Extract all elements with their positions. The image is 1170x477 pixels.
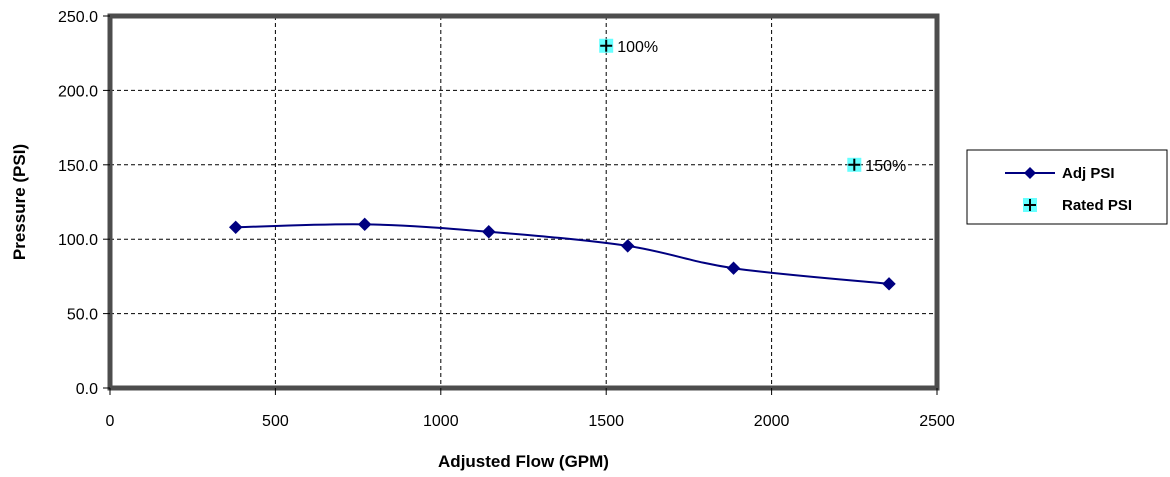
x-tick-label: 0 <box>106 413 115 430</box>
plot-frame <box>107 13 940 391</box>
x-tick-label: 2000 <box>754 413 790 430</box>
y-tick-label: 50.0 <box>67 307 98 324</box>
data-label-rated-psi: 100% <box>617 39 658 56</box>
x-axis-title: Adjusted Flow (GPM) <box>438 452 609 471</box>
data-point-adj-psi <box>726 261 741 275</box>
x-tick-label: 2500 <box>919 413 955 430</box>
y-axis-ticks: 0.0 50.0 100.0 150.0 200.0 250.0 <box>58 9 110 398</box>
legend: Adj PSI Rated PSI <box>966 149 1168 225</box>
data-label-rated-psi: 150% <box>865 158 906 175</box>
data-point-adj-psi <box>620 239 635 253</box>
legend-swatch-adj-psi-marker <box>1024 167 1036 179</box>
data-point-rated-psi <box>847 157 862 172</box>
series-line-adj-psi <box>235 223 890 285</box>
data-point-adj-psi <box>882 277 896 291</box>
x-tick-label: 500 <box>262 413 289 430</box>
rated-psi-marker-plus <box>848 158 861 171</box>
x-tick-label: 1500 <box>588 413 624 430</box>
y-axis-title: Pressure (PSI) <box>10 144 29 260</box>
y-tick-label: 200.0 <box>58 83 98 100</box>
data-point-rated-psi <box>599 38 614 53</box>
legend-box <box>966 149 1168 225</box>
plot-series: 100% 150% <box>228 38 906 291</box>
rated-psi-marker-plus <box>600 39 613 52</box>
legend-swatch-rated-psi-marker <box>1023 198 1037 212</box>
data-point-adj-psi <box>228 220 243 235</box>
y-tick-label: 100.0 <box>58 232 98 249</box>
legend-rated-psi-plus <box>1024 199 1036 211</box>
data-point-adj-psi <box>482 225 496 239</box>
x-tick-label: 1000 <box>423 413 459 430</box>
y-tick-label: 0.0 <box>76 381 98 398</box>
legend-label-rated-psi: Rated PSI <box>1062 197 1132 214</box>
x-axis-ticks: 0 500 1000 1500 2000 2500 <box>106 388 955 430</box>
y-tick-label: 250.0 <box>58 9 98 26</box>
grid <box>110 16 937 388</box>
data-point-adj-psi <box>358 217 372 232</box>
legend-label-adj-psi: Adj PSI <box>1062 165 1115 182</box>
y-tick-label: 150.0 <box>58 158 98 175</box>
